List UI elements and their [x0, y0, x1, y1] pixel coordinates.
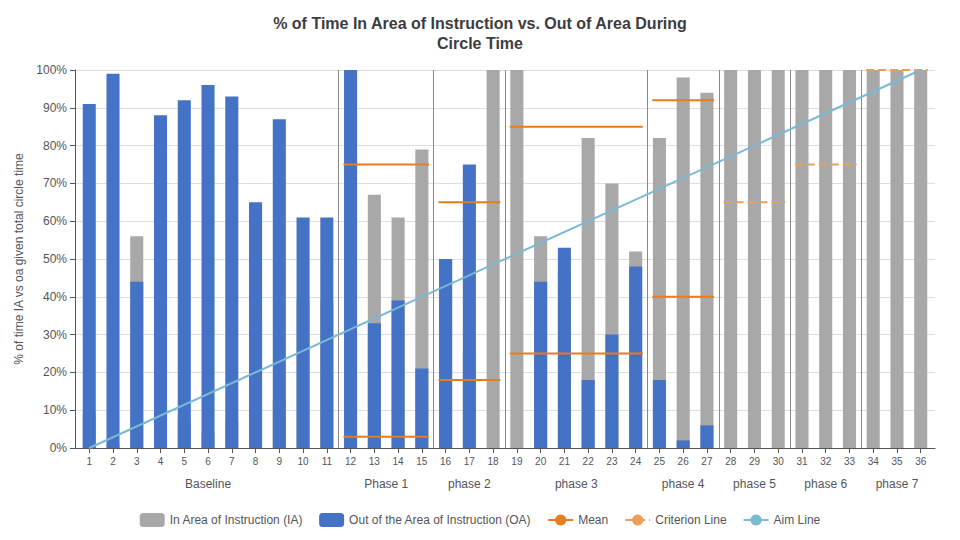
svg-text:21: 21 [559, 456, 571, 467]
svg-text:14: 14 [393, 456, 405, 467]
svg-text:phase 6: phase 6 [804, 477, 847, 491]
svg-text:22: 22 [583, 456, 595, 467]
svg-text:Circle Time: Circle Time [437, 35, 523, 52]
svg-text:19: 19 [511, 456, 523, 467]
svg-text:29: 29 [749, 456, 761, 467]
svg-text:phase 7: phase 7 [876, 477, 919, 491]
svg-text:11: 11 [322, 456, 333, 467]
svg-text:35: 35 [891, 456, 903, 467]
svg-text:1: 1 [86, 456, 92, 467]
svg-text:In Area of Instruction (IA): In Area of Instruction (IA) [170, 513, 303, 527]
svg-text:70%: 70% [43, 176, 67, 190]
svg-text:% of Time In Area of Instructi: % of Time In Area of Instruction vs. Out… [273, 15, 687, 32]
svg-text:phase 3: phase 3 [555, 477, 598, 491]
svg-text:phase 4: phase 4 [662, 477, 705, 491]
svg-text:% of time IA vs oa given total: % of time IA vs oa given total circle ti… [12, 153, 26, 365]
svg-text:phase 2: phase 2 [448, 477, 491, 491]
svg-text:Aim Line: Aim Line [774, 513, 821, 527]
svg-text:6: 6 [205, 456, 211, 467]
svg-text:32: 32 [820, 456, 832, 467]
svg-text:10%: 10% [43, 403, 67, 417]
svg-text:40%: 40% [43, 290, 67, 304]
svg-text:24: 24 [630, 456, 642, 467]
svg-text:30%: 30% [43, 328, 67, 342]
svg-text:60%: 60% [43, 214, 67, 228]
svg-text:9: 9 [277, 456, 283, 467]
svg-text:4: 4 [158, 456, 164, 467]
svg-text:0%: 0% [50, 441, 68, 455]
svg-text:17: 17 [464, 456, 476, 467]
svg-text:20: 20 [535, 456, 547, 467]
svg-text:31: 31 [796, 456, 808, 467]
svg-text:13: 13 [369, 456, 381, 467]
svg-text:Mean: Mean [578, 513, 608, 527]
svg-text:33: 33 [844, 456, 856, 467]
svg-text:25: 25 [654, 456, 666, 467]
svg-text:8: 8 [253, 456, 259, 467]
svg-text:12: 12 [345, 456, 357, 467]
svg-text:23: 23 [606, 456, 618, 467]
svg-text:15: 15 [416, 456, 428, 467]
svg-text:80%: 80% [43, 139, 67, 153]
svg-text:90%: 90% [43, 101, 67, 115]
svg-text:Out of the Area of Instruction: Out of the Area of Instruction (OA) [349, 513, 530, 527]
svg-text:10: 10 [298, 456, 310, 467]
svg-text:34: 34 [868, 456, 880, 467]
svg-text:50%: 50% [43, 252, 67, 266]
svg-text:3: 3 [134, 456, 140, 467]
svg-text:7: 7 [229, 456, 235, 467]
svg-text:18: 18 [488, 456, 500, 467]
svg-text:Criterion Line: Criterion Line [655, 513, 727, 527]
svg-text:2: 2 [110, 456, 116, 467]
svg-text:26: 26 [678, 456, 690, 467]
svg-text:20%: 20% [43, 365, 67, 379]
svg-text:Baseline: Baseline [185, 477, 231, 491]
svg-text:phase 5: phase 5 [733, 477, 776, 491]
svg-text:16: 16 [440, 456, 452, 467]
svg-text:Phase 1: Phase 1 [364, 477, 408, 491]
svg-text:36: 36 [915, 456, 927, 467]
svg-text:28: 28 [725, 456, 737, 467]
svg-text:27: 27 [701, 456, 713, 467]
svg-text:100%: 100% [36, 63, 67, 77]
svg-text:5: 5 [182, 456, 188, 467]
svg-text:30: 30 [773, 456, 785, 467]
